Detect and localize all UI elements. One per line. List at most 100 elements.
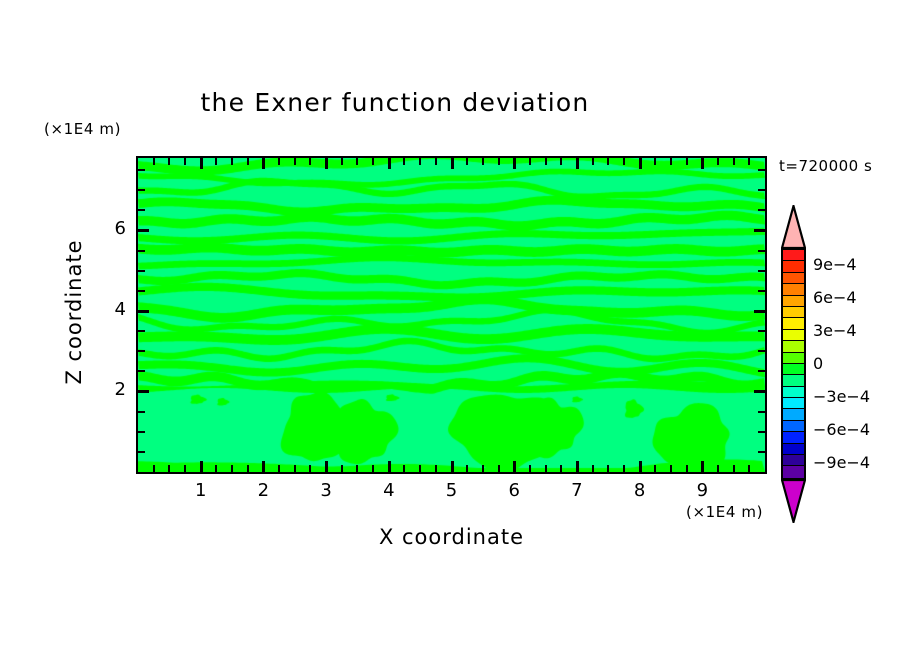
colorbar-band (783, 363, 804, 376)
colorbar-band (783, 250, 804, 262)
x-tick-bottom (387, 461, 391, 472)
x-tick-bottom (466, 465, 469, 472)
y-tick-right (758, 289, 765, 292)
x-tick-top (231, 158, 234, 165)
x-tick-top (356, 158, 359, 165)
x-tick-top (340, 158, 343, 165)
x-tick-bottom (450, 461, 454, 472)
x-tick-top (622, 158, 625, 165)
colorbar-tick-label: 6e−4 (813, 287, 857, 307)
x-tick-top (184, 158, 187, 165)
colorbar-band (783, 306, 804, 319)
x-tick-bottom (293, 465, 296, 472)
x-tick-top (215, 158, 218, 165)
x-tick-bottom (356, 465, 359, 472)
colorbar: 9e−4 6e−4 3e−4 0 −3e−4 −6e−4 −9e−4 (781, 205, 870, 523)
colorbar-tick-label: 9e−4 (813, 254, 857, 274)
x-tick-top (513, 158, 517, 169)
x-tick-label: 8 (633, 480, 646, 501)
y-axis-title: Z coordinate (62, 239, 86, 385)
y-axis-unit-label: (×1E4 m) (44, 120, 122, 138)
x-tick-bottom (168, 465, 171, 472)
x-tick-top (638, 158, 642, 169)
x-tick-top (450, 158, 454, 169)
x-tick-top (466, 158, 469, 165)
x-axis-unit-label: (×1E4 m) (686, 503, 764, 521)
y-tick-left (138, 410, 145, 413)
x-tick-bottom (199, 461, 203, 472)
colorbar-over-arrow-icon (781, 205, 806, 249)
y-tick-right (758, 169, 765, 172)
colorbar-band (783, 295, 804, 307)
y-tick-right (758, 450, 765, 453)
x-tick-bottom (246, 465, 249, 472)
y-tick-left (138, 309, 149, 313)
x-tick-bottom (528, 465, 531, 472)
x-tick-top (497, 158, 500, 165)
x-tick-bottom (278, 465, 281, 472)
x-tick-bottom (497, 465, 500, 472)
x-tick-bottom (152, 465, 155, 472)
colorbar-bands (781, 248, 806, 480)
y-tick-right (754, 229, 765, 233)
x-tick-bottom (513, 461, 517, 472)
colorbar-band (783, 341, 804, 353)
x-tick-top (403, 158, 406, 165)
x-tick-bottom (309, 465, 312, 472)
x-tick-top (168, 158, 171, 165)
colorbar-tick-label: −6e−4 (813, 420, 871, 440)
y-tick-left (138, 370, 145, 373)
x-tick-top (544, 158, 547, 165)
y-tick-left (138, 450, 145, 453)
x-tick-bottom (544, 465, 547, 472)
x-tick-top (278, 158, 281, 165)
x-tick-top (387, 158, 391, 169)
x-tick-top (560, 158, 563, 165)
colorbar-band (783, 455, 804, 467)
x-tick-top (325, 158, 329, 169)
y-tick-left (138, 249, 145, 252)
contour-plot-area (136, 156, 767, 474)
x-tick-bottom (654, 465, 657, 472)
x-tick-top (246, 158, 249, 165)
y-tick-right (758, 269, 765, 272)
colorbar-band (783, 284, 804, 296)
colorbar-tick-label: 3e−4 (813, 320, 857, 340)
y-tick-right (758, 370, 765, 373)
x-tick-top (685, 158, 688, 165)
x-tick-label: 9 (696, 480, 709, 501)
x-tick-top (669, 158, 672, 165)
page-title: the Exner function deviation (200, 88, 590, 117)
x-tick-top (419, 158, 422, 165)
x-tick-top (372, 158, 375, 165)
x-axis-title: X coordinate (378, 525, 525, 549)
x-tick-top (575, 158, 579, 169)
x-tick-top (481, 158, 484, 165)
x-tick-top (293, 158, 296, 165)
x-tick-label: 1 (194, 480, 207, 501)
x-tick-bottom (325, 461, 329, 472)
x-tick-top (262, 158, 266, 169)
y-tick-left (138, 189, 145, 192)
y-tick-right (758, 410, 765, 413)
colorbar-under-arrow-icon (781, 479, 806, 523)
y-tick-left (138, 350, 145, 353)
x-tick-top (654, 158, 657, 165)
x-tick-top (528, 158, 531, 165)
colorbar-band (783, 261, 804, 273)
colorbar-band (783, 375, 804, 387)
y-tick-right (754, 309, 765, 313)
x-tick-top (434, 158, 437, 165)
y-tick-label: 4 (114, 298, 126, 320)
y-tick-right (758, 430, 765, 433)
x-tick-bottom (340, 465, 343, 472)
x-tick-bottom (403, 465, 406, 472)
timestamp-annotation: t=720000 s (779, 157, 873, 175)
y-tick-right (754, 390, 765, 394)
x-tick-top (748, 158, 751, 165)
x-tick-label: 2 (257, 480, 270, 501)
x-tick-bottom (262, 461, 266, 472)
y-tick-left (138, 289, 145, 292)
x-tick-label: 6 (508, 480, 520, 501)
x-tick-bottom (732, 465, 735, 472)
